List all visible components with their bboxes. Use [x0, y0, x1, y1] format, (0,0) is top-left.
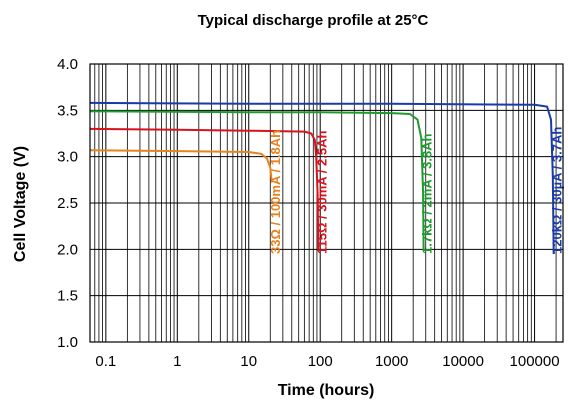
plot-frame	[89, 63, 564, 343]
x-tick-label: 10000	[442, 353, 484, 370]
y-tick-label: 2.0	[57, 241, 78, 258]
y-tick-label: 1.0	[57, 334, 78, 351]
series-line	[89, 101, 555, 255]
x-tick-label: 100000	[510, 353, 560, 370]
x-tick-label: 0.1	[95, 353, 116, 370]
tick-labels: 1.0 1.5 2.0 2.5 3.0 3.5 4.0 0.1 1 10 100 1000 10000 1…	[57, 56, 559, 370]
series-line	[89, 110, 425, 250]
series-line	[89, 127, 320, 250]
y-tick-label: 1.5	[57, 288, 78, 305]
y-tick-label: 3.5	[57, 102, 78, 119]
x-axis-label: Time (hours)	[278, 382, 375, 399]
series-labels: 33Ω / 100mA / 1.8Ah 115Ω / 30mA / 2.5Ah 1.…	[268, 127, 565, 254]
series-label: 1.7kΩ / 2mA / 3.8Ah	[420, 133, 435, 254]
y-tick-label: 4.0	[57, 56, 78, 73]
x-tick-label: 1	[173, 353, 181, 370]
series-label: 120kΩ / 30µA / 3.7Ah	[550, 127, 565, 254]
chart-title: Typical discharge profile at 25°C	[198, 12, 429, 29]
x-tick-label: 100	[308, 353, 333, 370]
x-tick-label: 10	[240, 353, 257, 370]
series-label: 33Ω / 100mA / 1.8Ah	[268, 130, 283, 254]
series-line	[89, 149, 273, 183]
series-lines	[89, 101, 555, 255]
x-tick-label: 1000	[375, 353, 408, 370]
y-tick-label: 2.5	[57, 195, 78, 212]
series-label: 115Ω / 30mA / 2.5Ah	[314, 131, 329, 254]
y-tick-label: 3.0	[57, 149, 78, 166]
y-axis-label: Cell Voltage (V)	[12, 146, 29, 262]
plot-border	[89, 63, 564, 343]
